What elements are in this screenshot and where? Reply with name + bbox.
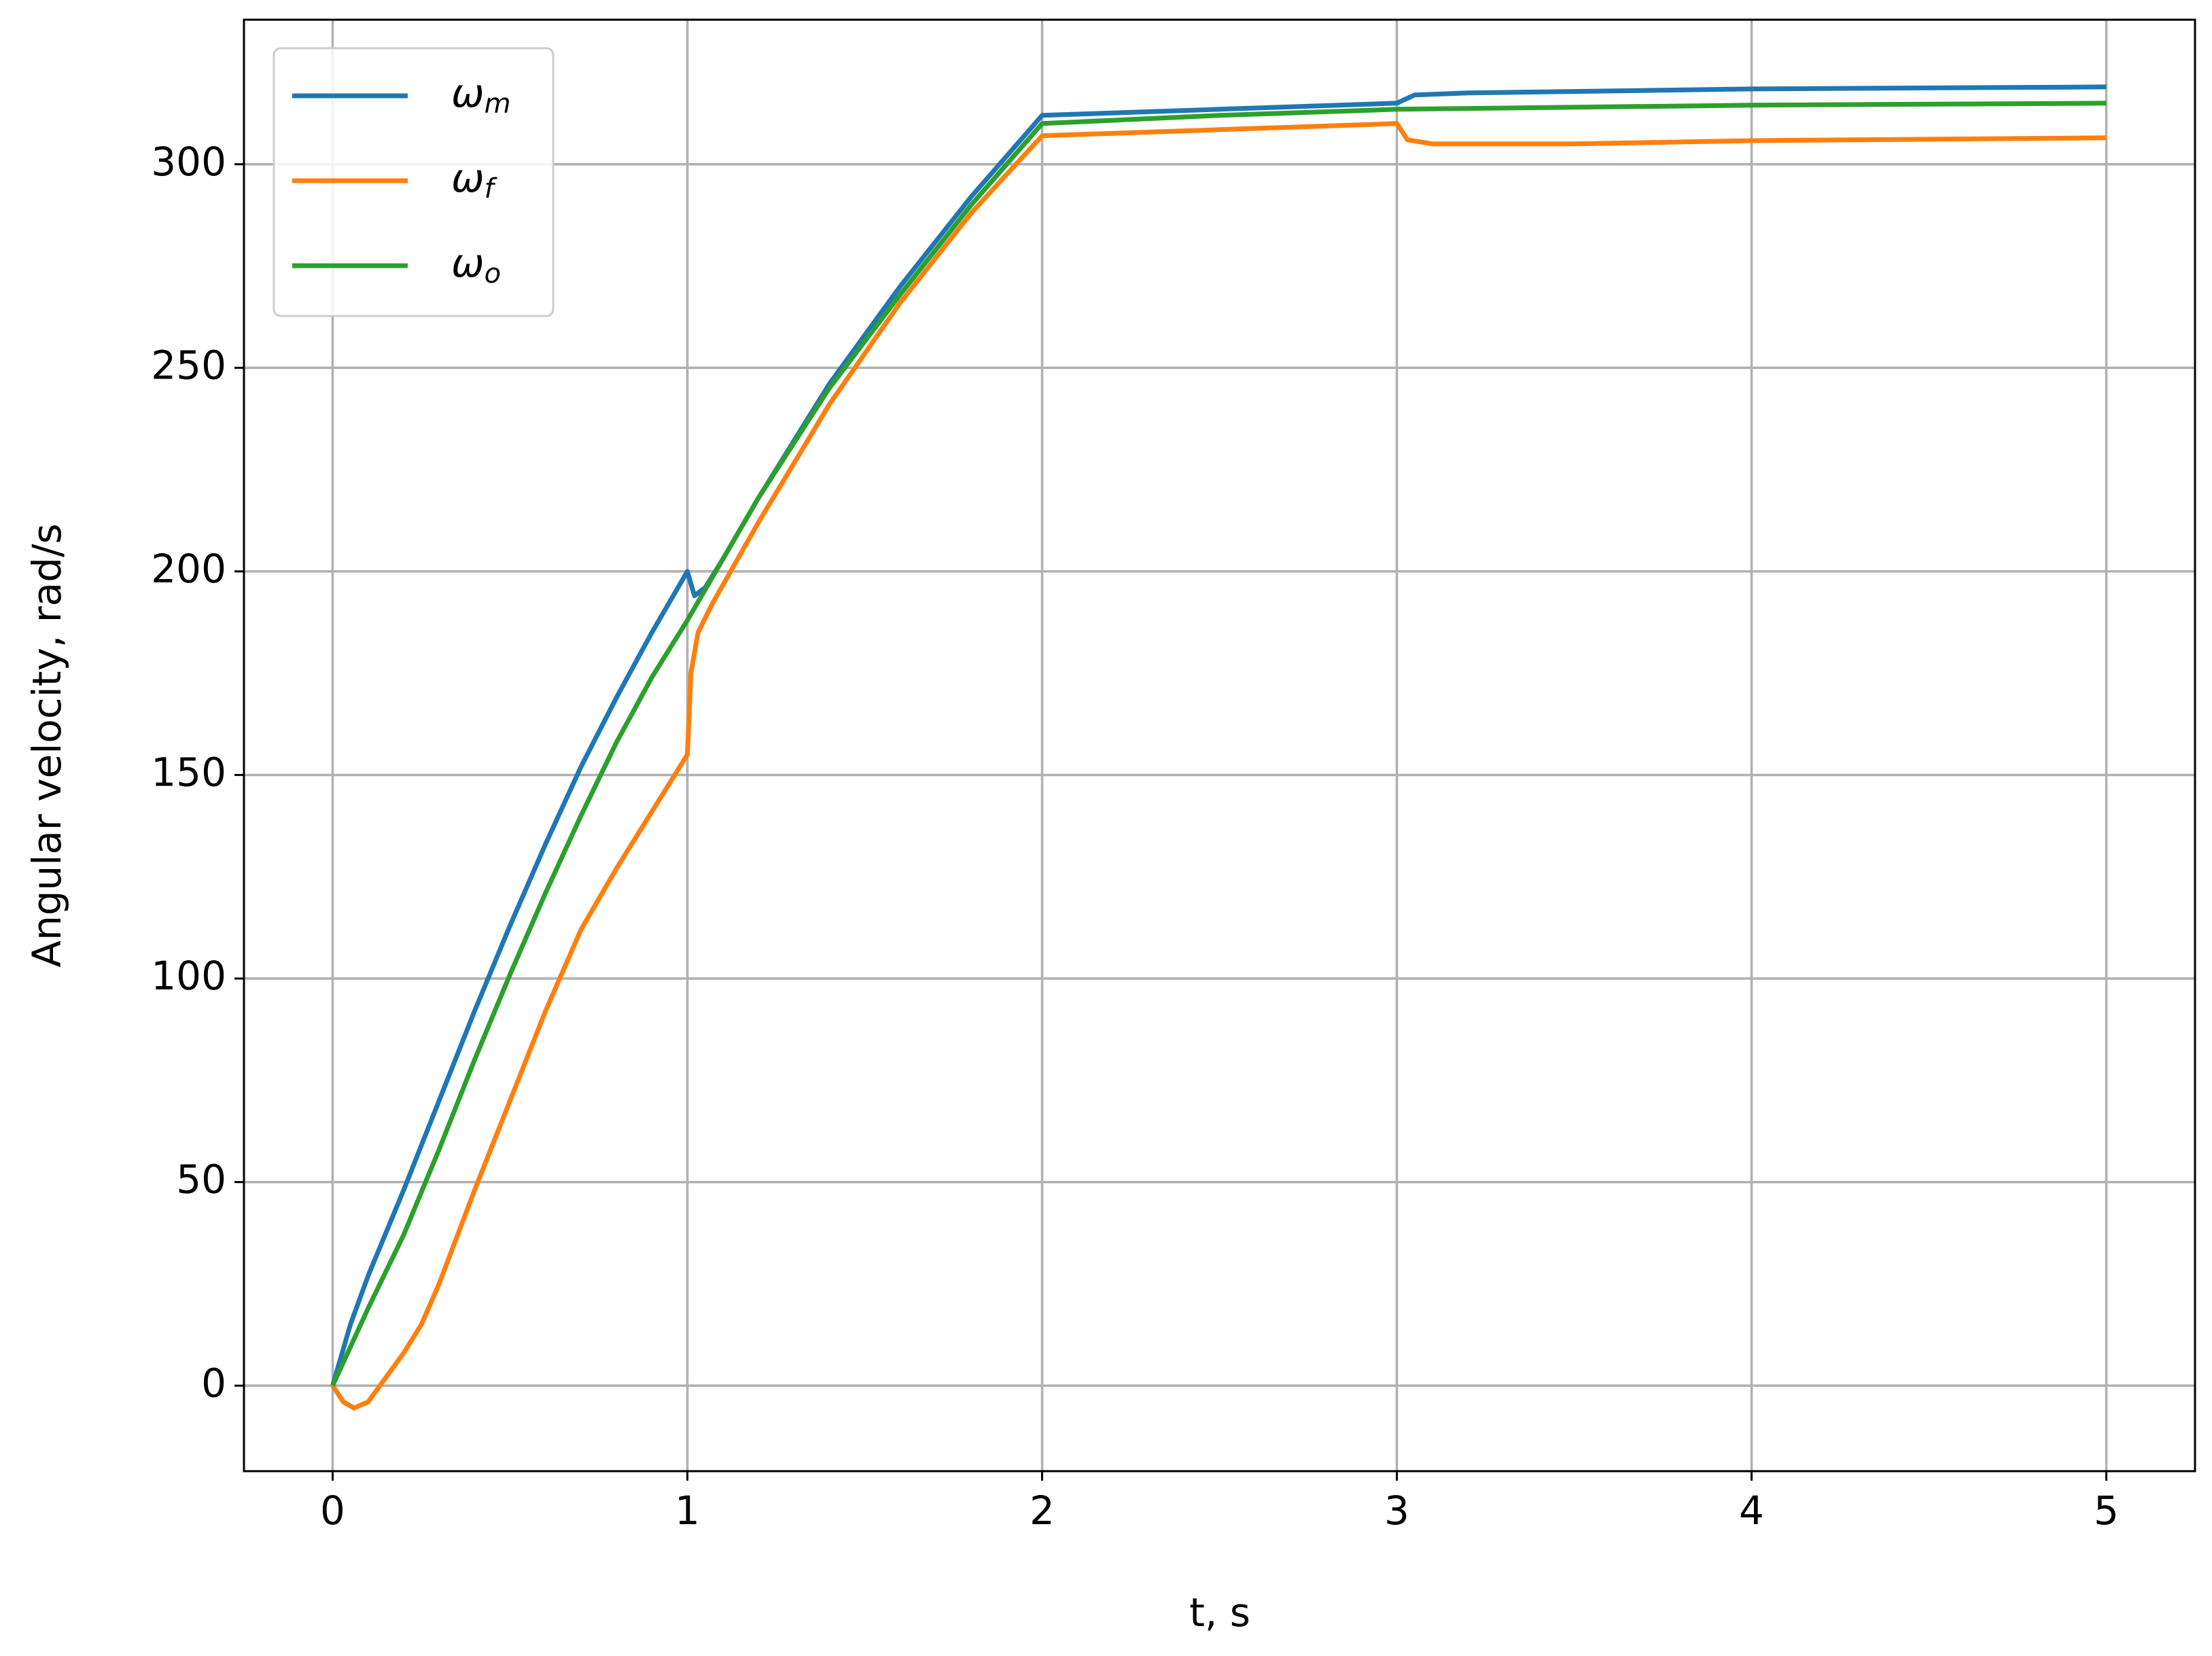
x-tick-label: 3 xyxy=(1384,1487,1409,1534)
legend-subscript: m xyxy=(485,88,511,120)
y-axis-label: Angular velocity, rad/s xyxy=(24,523,70,967)
legend-subscript: o xyxy=(485,258,501,289)
y-tick-label: 0 xyxy=(201,1360,226,1406)
x-axis-label: t, s xyxy=(1189,1589,1250,1636)
x-tick-label: 0 xyxy=(320,1487,345,1534)
plot-frame xyxy=(243,18,2196,1473)
y-tick-label: 300 xyxy=(151,139,226,185)
x-tick-label: 2 xyxy=(1030,1487,1055,1534)
y-tick-label: 250 xyxy=(151,342,226,388)
series-line xyxy=(330,101,2107,1387)
y-tick-label: 150 xyxy=(151,750,226,796)
series-line xyxy=(330,121,2107,1411)
y-tick-label: 50 xyxy=(176,1157,226,1203)
series-line xyxy=(330,84,2107,1387)
y-tick-label: 100 xyxy=(151,953,226,999)
x-tick-label: 1 xyxy=(675,1487,700,1534)
x-tick-label: 5 xyxy=(2094,1487,2119,1534)
legend-box xyxy=(273,47,555,317)
x-tick-label: 4 xyxy=(1739,1487,1764,1534)
y-tick-label: 200 xyxy=(151,546,226,592)
